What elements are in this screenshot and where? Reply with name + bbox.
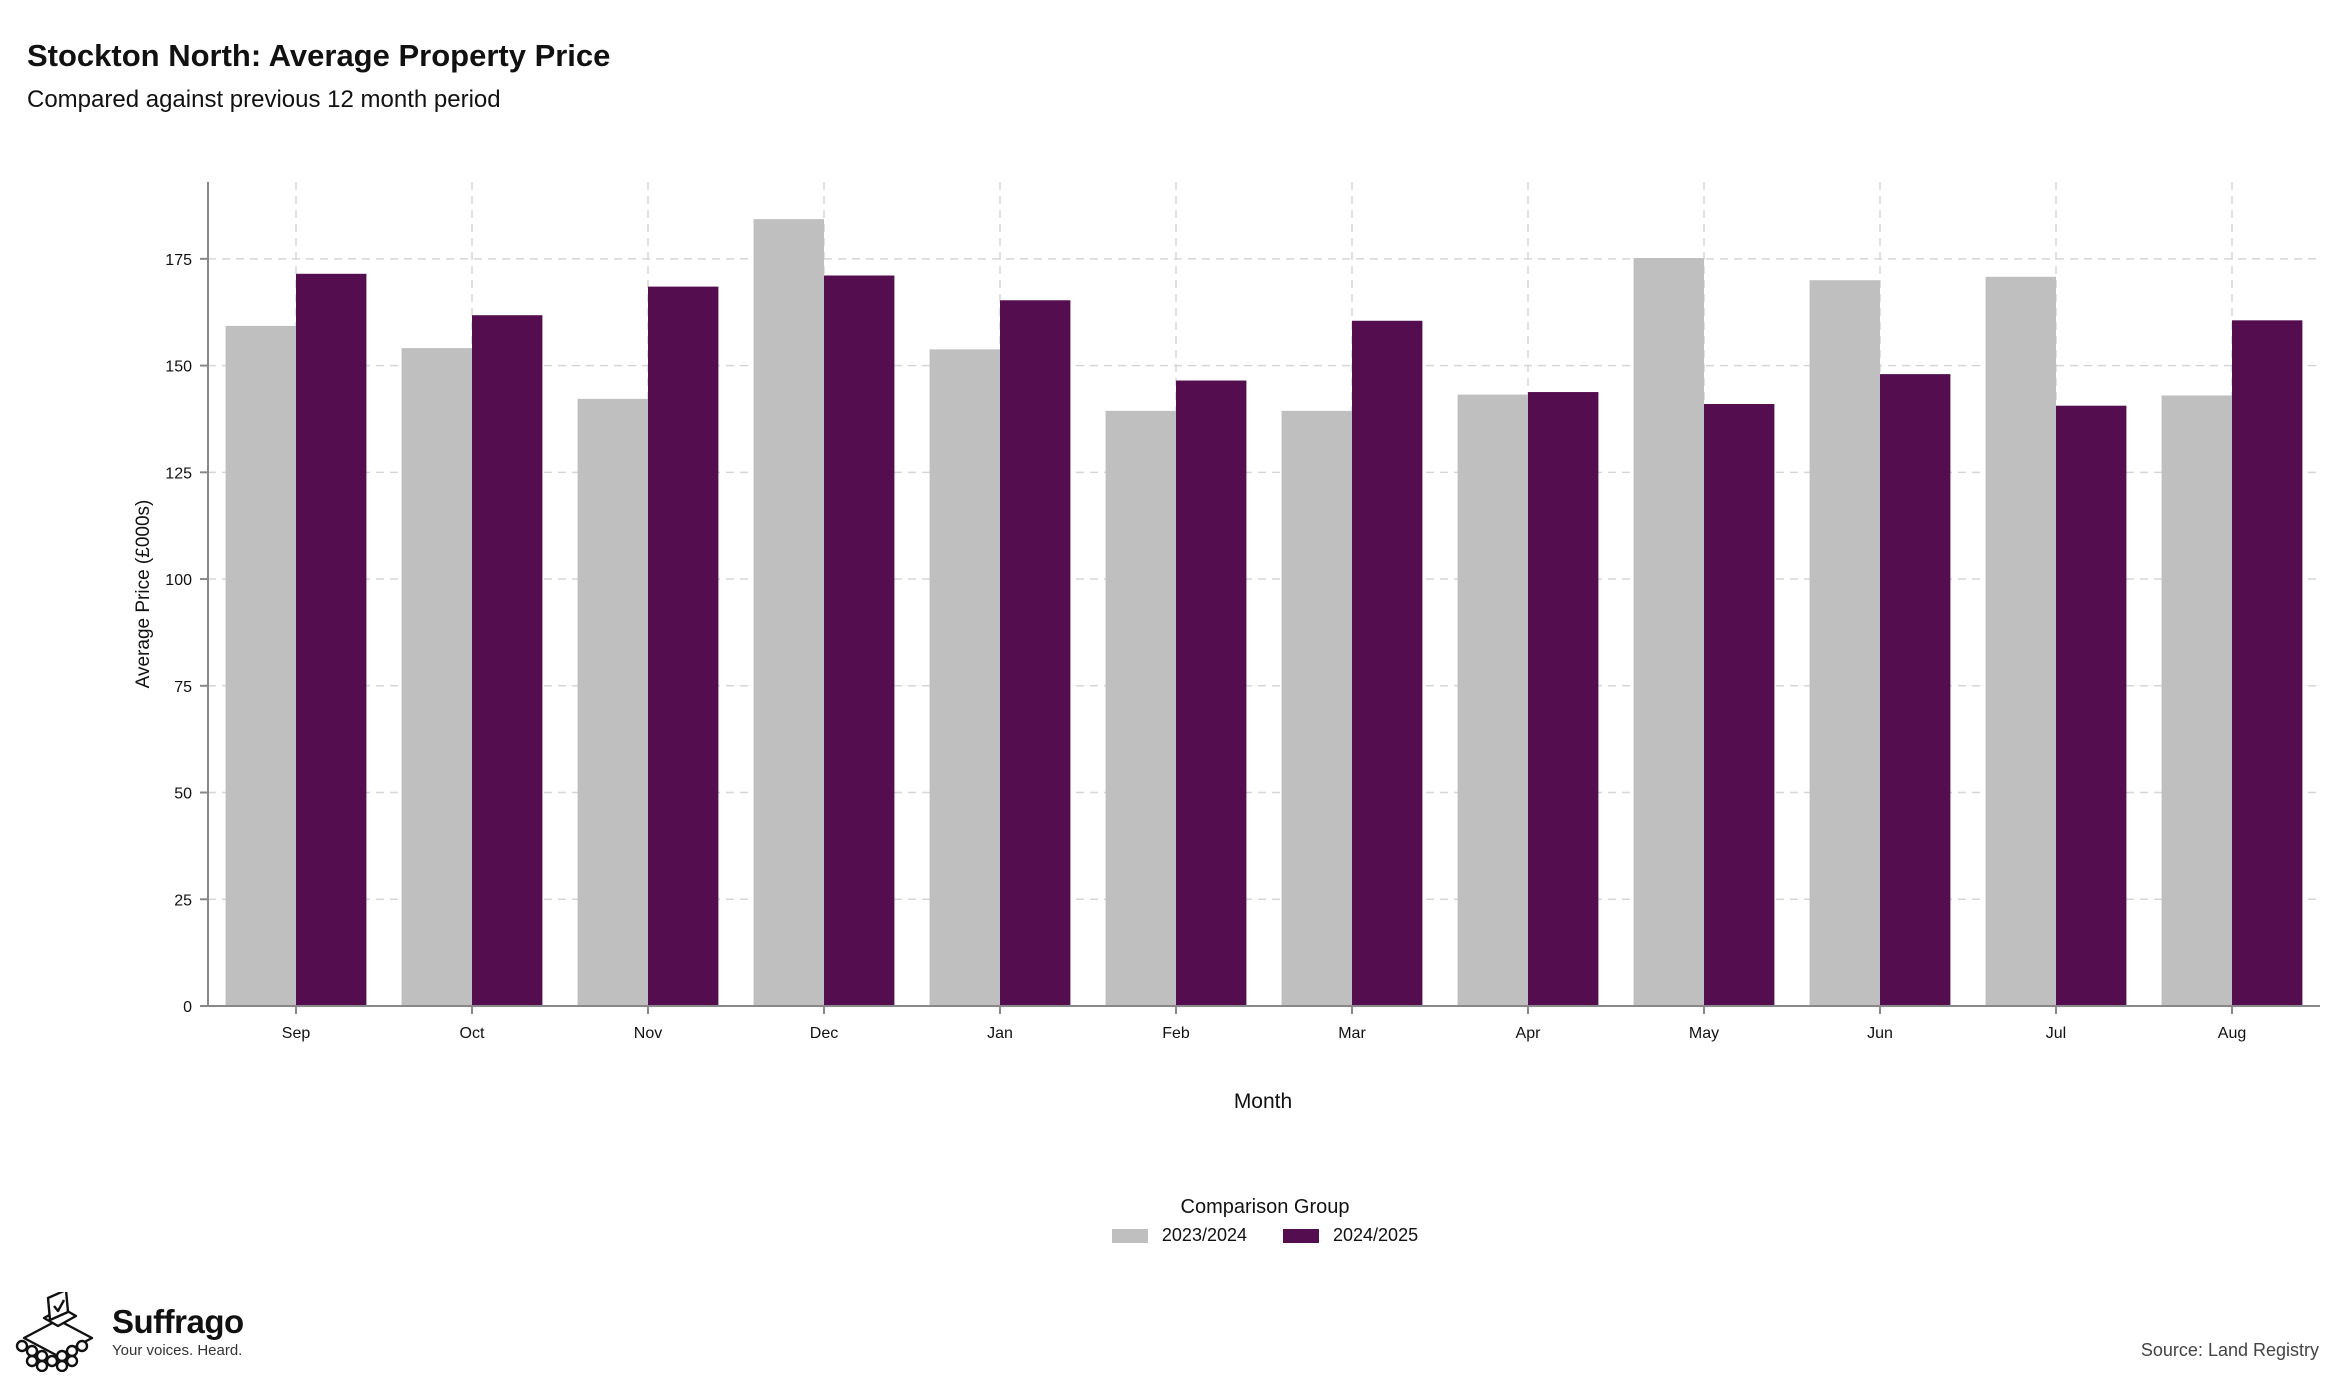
- legend-label-2023-2024: 2023/2024: [1161, 1225, 1247, 1245]
- bar-2023-2024-jun: [1809, 280, 1880, 1006]
- x-tick-label: Oct: [460, 1025, 485, 1042]
- y-tick-label: 100: [165, 572, 192, 589]
- bar-2023-2024-jan: [929, 349, 1000, 1006]
- bar-2024-2025-sep: [296, 273, 367, 1007]
- x-tick-label: Jan: [987, 1025, 1013, 1042]
- bar-2023-2024-aug: [2161, 395, 2232, 1006]
- bar-2024-2025-may: [1704, 404, 1775, 1006]
- y-tick-label: 50: [174, 786, 192, 803]
- y-tick-label: 175: [165, 252, 192, 269]
- bar-2024-2025-jun: [1880, 374, 1951, 1006]
- bar-2023-2024-dec: [753, 219, 824, 1006]
- bar-2023-2024-apr: [1457, 394, 1528, 1006]
- x-tick-label: May: [1689, 1025, 1719, 1042]
- x-tick-label: Sep: [282, 1025, 311, 1042]
- bar-2024-2025-feb: [1176, 380, 1247, 1006]
- legend: Comparison Group 2023/2024 2024/2025: [1000, 1196, 1530, 1246]
- x-axis-title: Month: [1234, 1090, 1292, 1113]
- bar-2023-2024-may: [1633, 257, 1704, 1006]
- bar-2024-2025-aug: [2232, 320, 2303, 1006]
- x-tick-label: Feb: [1162, 1025, 1190, 1042]
- bar-2024-2025-apr: [1528, 392, 1599, 1006]
- chart-subtitle: Compared against previous 12 month perio…: [27, 86, 501, 113]
- x-tick-label: Jun: [1867, 1025, 1893, 1042]
- bar-2024-2025-oct: [472, 315, 543, 1007]
- y-tick-label: 25: [174, 892, 192, 909]
- x-tick-label: Jul: [2046, 1025, 2066, 1042]
- brand-logo: Suffrago Your voices. Heard.: [14, 1292, 244, 1372]
- bar-2023-2024-sep: [225, 325, 296, 1007]
- legend-label-2024-2025: 2024/2025: [1333, 1225, 1419, 1245]
- y-tick-label: 75: [174, 679, 192, 696]
- brand-name: Suffrago: [112, 1303, 244, 1340]
- y-tick-labels: 0 25 50 75 100 125 150 175: [165, 252, 208, 1016]
- legend-swatch-2024-2025: [1283, 1228, 1319, 1243]
- legend-title: Comparison Group: [1180, 1196, 1350, 1218]
- y-tick-label: 0: [183, 999, 192, 1016]
- bar-2024-2025-nov: [648, 286, 719, 1006]
- y-tick-label: 150: [165, 359, 192, 376]
- axes: [207, 182, 2320, 1007]
- y-axis-title: Average Price (£000s): [133, 500, 154, 689]
- bar-2024-2025-dec: [824, 275, 895, 1007]
- brand-tagline: Your voices. Heard.: [112, 1342, 243, 1359]
- x-tick-label: Apr: [1516, 1025, 1542, 1042]
- chart-title: Stockton North: Average Property Price: [27, 38, 611, 73]
- legend-items: 2023/2024 2024/2025: [1000, 1225, 1530, 1246]
- y-tick-label: 125: [165, 465, 192, 482]
- bars: [225, 219, 2303, 1007]
- legend-item-2024-2025: 2024/2025: [1283, 1225, 1418, 1246]
- legend-swatch-2023-2024: [1111, 1228, 1148, 1243]
- x-tick-label: Mar: [1338, 1025, 1366, 1042]
- brand-text: Suffrago Your voices. Heard.: [112, 1303, 244, 1361]
- bar-2023-2024-mar: [1281, 410, 1352, 1007]
- bar-2024-2025-mar: [1352, 320, 1423, 1006]
- x-tick-label: Aug: [2218, 1025, 2246, 1042]
- x-tick-label: Dec: [810, 1025, 838, 1042]
- legend-item-2023-2024: 2023/2024: [1111, 1225, 1247, 1246]
- bar-2023-2024-jul: [1985, 276, 2056, 1006]
- bar-2023-2024-feb: [1105, 410, 1176, 1007]
- x-tick-labels: Sep Oct Nov Dec Jan Feb Mar Apr May Jun Jul Aug: [282, 1006, 2246, 1042]
- bar-2023-2024-oct: [401, 348, 472, 1007]
- bar-2023-2024-nov: [577, 398, 648, 1006]
- bar-2024-2025-jan: [1000, 300, 1071, 1007]
- x-tick-label: Nov: [634, 1025, 662, 1042]
- bar-chart: 0 25 50 75 100 125 150 175 Sep Oct Nov Dec Jan Feb Ma…: [133, 182, 2320, 1113]
- ballot-box-icon: [15, 1292, 94, 1372]
- source-note: Source: Land Registry: [2140, 1340, 2319, 1360]
- bar-2024-2025-jul: [2056, 405, 2127, 1006]
